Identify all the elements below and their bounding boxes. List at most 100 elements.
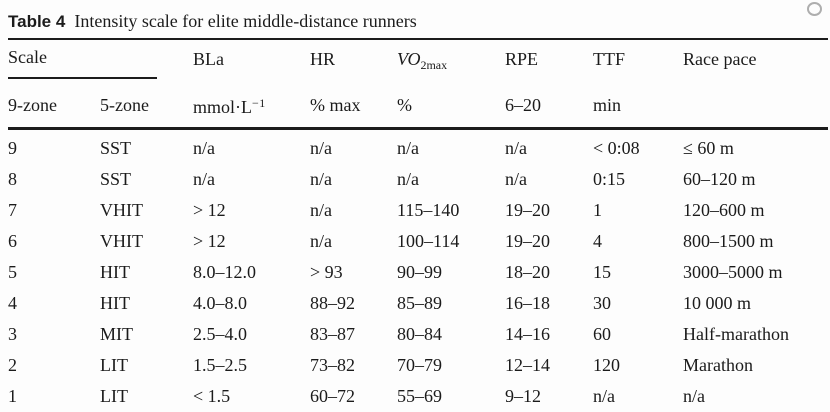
table-cell: SST: [100, 138, 132, 158]
table-cell: n/a: [193, 169, 215, 189]
scale-spanner-rule: Scale: [8, 40, 157, 79]
table-cell: VHIT: [100, 200, 143, 220]
col-header-bla: BLa: [193, 49, 224, 69]
col-header-race-pace-unit: [683, 84, 828, 130]
table-cell: 1: [593, 200, 602, 220]
table-cell: < 0:08: [593, 138, 640, 158]
table-cell: 8: [8, 169, 17, 189]
table-cell: > 12: [193, 231, 226, 251]
table-cell: > 93: [310, 262, 343, 282]
table-cell: 3: [8, 324, 17, 344]
table-cell: 60–120 m: [683, 169, 756, 189]
table-cell: 19–20: [505, 231, 550, 251]
table-row: 6 VHIT > 12 n/a 100–114 19–20 4 800–1500 m: [8, 226, 828, 257]
intensity-scale-table: Scale BLa HR VO2max RPE TTF Race pace 9-…: [8, 38, 828, 412]
col-header-5-zone: 5-zone: [100, 84, 193, 130]
table-caption-label: Table 4: [8, 12, 66, 31]
table-cell: n/a: [397, 169, 419, 189]
table-cell: 88–92: [310, 293, 355, 313]
table-cell: n/a: [683, 386, 705, 406]
table-cell: LIT: [100, 386, 128, 406]
table-cell: 7: [8, 200, 17, 220]
table-cell: 120–600 m: [683, 200, 765, 220]
table-cell: n/a: [310, 138, 332, 158]
col-header-vo2-unit: %: [397, 84, 505, 130]
table-cell: 0:15: [593, 169, 626, 189]
table-cell: 9: [8, 138, 17, 158]
table-row: 8 SST n/a n/a n/a n/a 0:15 60–120 m: [8, 164, 828, 195]
table-cell: 9–12: [505, 386, 541, 406]
vo2max-base: VO: [397, 49, 421, 69]
bla-unit-superscript: −1: [252, 96, 266, 110]
col-header-scale: Scale: [8, 39, 193, 84]
table-row: 1 LIT < 1.5 60–72 55–69 9–12 n/a n/a: [8, 381, 828, 412]
table-cell: 3000–5000 m: [683, 262, 783, 282]
table-cell: n/a: [310, 231, 332, 251]
table-row: 3 MIT 2.5–4.0 83–87 80–84 14–16 60 Half-maratho…: [8, 319, 828, 350]
table-row: 7 VHIT > 12 n/a 115–140 19–20 1 120–600 m: [8, 195, 828, 226]
col-header-hr: HR: [310, 49, 336, 69]
table-cell: Half-marathon: [683, 324, 789, 344]
table-body: 9 SST n/a n/a n/a n/a < 0:08 ≤ 60 m 8 SST n/a n/a n/…: [8, 129, 828, 412]
col-header-ttf-unit: min: [593, 84, 683, 130]
table-cell: 1.5–2.5: [193, 355, 247, 375]
table-cell: 60: [593, 324, 611, 344]
table-cell: 100–114: [397, 231, 460, 251]
table-header: Scale BLa HR VO2max RPE TTF Race pace 9-…: [8, 39, 828, 130]
table-cell: 4: [593, 231, 602, 251]
table-cell: 30: [593, 293, 611, 313]
col-header-9-zone: 9-zone: [8, 84, 100, 130]
table-cell: SST: [100, 169, 132, 189]
table-cell: 10 000 m: [683, 293, 752, 313]
table-cell: n/a: [193, 138, 215, 158]
table-cell: 5: [8, 262, 17, 282]
table-cell: 16–18: [505, 293, 550, 313]
table-cell: 85–89: [397, 293, 442, 313]
col-header-rpe-unit: 6–20: [505, 84, 593, 130]
col-header-ttf: TTF: [593, 49, 626, 69]
table-cell: HIT: [100, 262, 130, 282]
vo2max-subscript: 2max: [420, 58, 448, 72]
table-cell: 2: [8, 355, 17, 375]
table-cell: 80–84: [397, 324, 442, 344]
col-header-race-pace: Race pace: [683, 49, 757, 69]
table-cell: 18–20: [505, 262, 550, 282]
table-cell: 15: [593, 262, 611, 282]
table-cell: 60–72: [310, 386, 355, 406]
table-cell: 120: [593, 355, 620, 375]
table-cell: n/a: [505, 138, 527, 158]
table-cell: 115–140: [397, 200, 460, 220]
bla-unit-base: mmol·L: [193, 97, 252, 117]
table-cell: n/a: [397, 138, 419, 158]
table-cell: 55–69: [397, 386, 442, 406]
table-cell: > 12: [193, 200, 226, 220]
table-cell: n/a: [310, 169, 332, 189]
table-cell: VHIT: [100, 231, 143, 251]
table-cell: 2.5–4.0: [193, 324, 247, 344]
table-cell: n/a: [505, 169, 527, 189]
table-cell: 70–79: [397, 355, 442, 375]
table-caption-text: Intensity scale for elite middle-distanc…: [74, 11, 417, 31]
col-header-vo2max: VO2max: [397, 39, 505, 84]
col-header-bla-unit: mmol·L−1: [193, 84, 310, 130]
table-cell: 8.0–12.0: [193, 262, 256, 282]
table-cell: HIT: [100, 293, 130, 313]
table-cell: Marathon: [683, 355, 753, 375]
table-cell: 12–14: [505, 355, 550, 375]
header-row-groups: Scale BLa HR VO2max RPE TTF Race pace: [8, 39, 828, 84]
table-cell: MIT: [100, 324, 133, 344]
table-caption: Table 4 Intensity scale for elite middle-…: [8, 8, 830, 38]
table-cell: 1: [8, 386, 17, 406]
table-cell: 6: [8, 231, 17, 251]
table-cell: n/a: [310, 200, 332, 220]
page-edge-artifact: [807, 2, 822, 16]
col-header-hr-unit: % max: [310, 84, 397, 130]
table-cell: 4.0–8.0: [193, 293, 247, 313]
table-cell: n/a: [593, 386, 615, 406]
table-cell: ≤ 60 m: [683, 138, 734, 158]
table-cell: 90–99: [397, 262, 442, 282]
header-row-units: 9-zone 5-zone mmol·L−1 % max % 6–20 min: [8, 84, 828, 130]
table-cell: 83–87: [310, 324, 355, 344]
table-cell: 14–16: [505, 324, 550, 344]
table-cell: 800–1500 m: [683, 231, 774, 251]
